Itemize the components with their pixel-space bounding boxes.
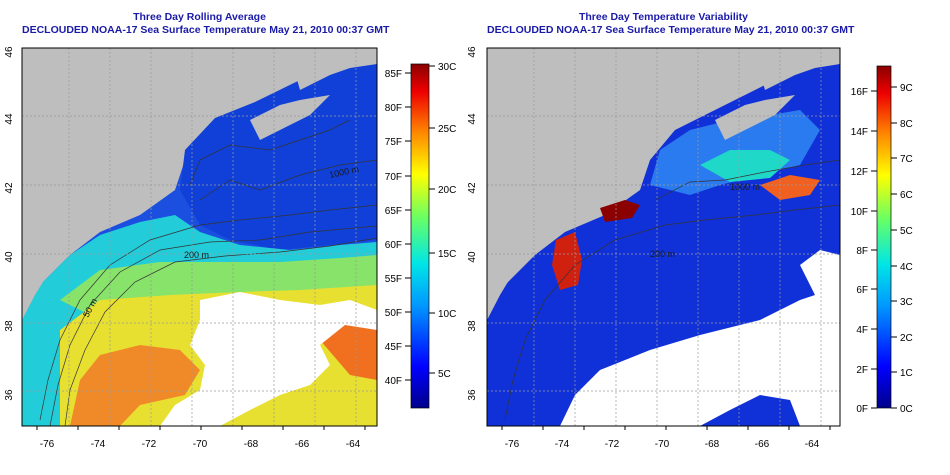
right-colorbar-f-label: 12F: [851, 167, 868, 178]
right-x-tick-label: -72: [605, 439, 620, 450]
left-colorbar-c-label: 30C: [438, 62, 456, 73]
left-colorbar-f-label: 65F: [385, 206, 402, 217]
right-map-subtitle: DECLOUDED NOAA-17 Sea Surface Temperatur…: [487, 24, 855, 36]
right-y-tick-label: 46: [467, 46, 478, 58]
left-map-subtitle: DECLOUDED NOAA-17 Sea Surface Temperatur…: [22, 24, 390, 36]
georges-bank-high: [700, 150, 790, 182]
right-colorbar-f-label: 14F: [851, 127, 868, 138]
right-x-tick-label: -76: [505, 439, 520, 450]
right-map-frame: [486, 47, 841, 427]
left-x-tick-label: -74: [91, 439, 106, 450]
left-y-tick-label: 38: [4, 320, 15, 332]
right-colorbar-f-label: 4F: [856, 325, 868, 336]
shelf-break-hot: [760, 175, 820, 200]
right-colorbar: [876, 65, 892, 409]
left-colorbar-c-label: 10C: [438, 309, 456, 320]
graticule: [22, 48, 377, 426]
left-colorbar-f-label: 45F: [385, 342, 402, 353]
left-x-tick-label: -70: [193, 439, 208, 450]
right-colorbar-c-label: 6C: [900, 190, 913, 201]
left-colorbar-c-label: 20C: [438, 185, 456, 196]
right-y-tick-label: 44: [467, 113, 478, 125]
left-x-tick-label: -72: [142, 439, 157, 450]
ns-peninsula-land: [250, 95, 330, 140]
left-colorbar-c-label: 15C: [438, 249, 456, 260]
left-map-title: Three Day Rolling Average: [133, 11, 266, 23]
right-colorbar-c-label: 8C: [900, 119, 913, 130]
right-map-title: Three Day Temperature Variability: [578, 11, 749, 23]
gulf-stream-orange: [70, 345, 200, 426]
nova-scotia-land: [757, 48, 840, 90]
gulf-of-maine-water: [180, 52, 377, 250]
right-x-tick-label: -70: [655, 439, 670, 450]
right-x-tick-label: -64: [805, 439, 820, 450]
left-colorbar-f-label: 80F: [385, 103, 402, 114]
left-y-tick-label: 36: [4, 389, 15, 401]
right-y-tick-label: 36: [467, 389, 478, 401]
right-colorbar-f-label: 10F: [851, 207, 868, 218]
right-variability-map: [487, 48, 840, 426]
left-contour-label-200m: 200 m: [184, 250, 209, 260]
cloud-mask: [560, 290, 840, 426]
left-y-tick-label: 40: [4, 251, 15, 263]
left-colorbar-c-label: 25C: [438, 124, 456, 135]
left-colorbar-f-label: 55F: [385, 274, 402, 285]
right-contour-label-200m: 200 m: [650, 249, 675, 259]
graticule: [487, 48, 840, 426]
long-island-hot: [600, 200, 640, 222]
right-x-tick-label: -74: [555, 439, 570, 450]
left-colorbar-f-label: 70F: [385, 172, 402, 183]
left-y-tick-label: 46: [4, 46, 15, 58]
right-x-tick-label: -68: [705, 439, 720, 450]
right-y-tick-label: 40: [467, 251, 478, 263]
left-colorbar-f-label: 50F: [385, 308, 402, 319]
left-colorbar-f-label: 75F: [385, 137, 402, 148]
left-colorbar-f-label: 40F: [385, 376, 402, 387]
left-colorbar: [410, 63, 430, 409]
right-colorbar-c-label: 4C: [900, 262, 913, 273]
right-colorbar-f-label: 6F: [856, 285, 868, 296]
right-colorbar-c-label: 3C: [900, 297, 913, 308]
left-x-tick-label: -64: [346, 439, 361, 450]
right-colorbar-f-label: 8F: [856, 246, 868, 257]
left-colorbar-ticks: [405, 65, 435, 381]
left-colorbar-c-label: 5C: [438, 369, 451, 380]
right-contour-label-1000m: 1000 m: [730, 182, 760, 192]
right-x-axis: [501, 426, 831, 430]
right-colorbar-c-label: 0C: [900, 404, 913, 415]
right-y-tick-label: 38: [467, 320, 478, 332]
right-colorbar-f-label: 0F: [856, 404, 868, 415]
right-colorbar-c-label: 2C: [900, 333, 913, 344]
bathymetry-contours: [39, 119, 377, 426]
right-y-tick-label: 42: [467, 182, 478, 194]
right-x-tick-label: -66: [755, 439, 770, 450]
left-colorbar-f-label: 85F: [385, 69, 402, 80]
right-colorbar-c-label: 5C: [900, 226, 913, 237]
cloud-mask-east: [800, 250, 840, 300]
right-colorbar-c-label: 1C: [900, 368, 913, 379]
right-colorbar-c-label: 9C: [900, 83, 913, 94]
nj-coast-hot: [552, 232, 582, 290]
left-y-tick-label: 42: [4, 182, 15, 194]
coastline-land-west: [22, 48, 290, 320]
coastline-land-west: [487, 48, 755, 320]
left-sst-map: [22, 48, 377, 426]
right-colorbar-f-label: 16F: [851, 87, 868, 98]
right-colorbar-f-label: 2F: [856, 365, 868, 376]
cloud-mask: [160, 292, 377, 426]
left-x-tick-label: -66: [295, 439, 310, 450]
left-colorbar-f-label: 60F: [385, 240, 402, 251]
right-colorbar-c-label: 7C: [900, 154, 913, 165]
left-map-frame: [21, 47, 378, 427]
nova-scotia-land: [292, 48, 377, 90]
left-x-tick-label: -76: [40, 439, 55, 450]
right-colorbar-ticks: [871, 86, 897, 409]
left-x-tick-label: -68: [244, 439, 259, 450]
ns-peninsula-land: [715, 95, 795, 140]
left-x-axis: [36, 426, 366, 430]
left-y-tick-label: 44: [4, 113, 15, 125]
